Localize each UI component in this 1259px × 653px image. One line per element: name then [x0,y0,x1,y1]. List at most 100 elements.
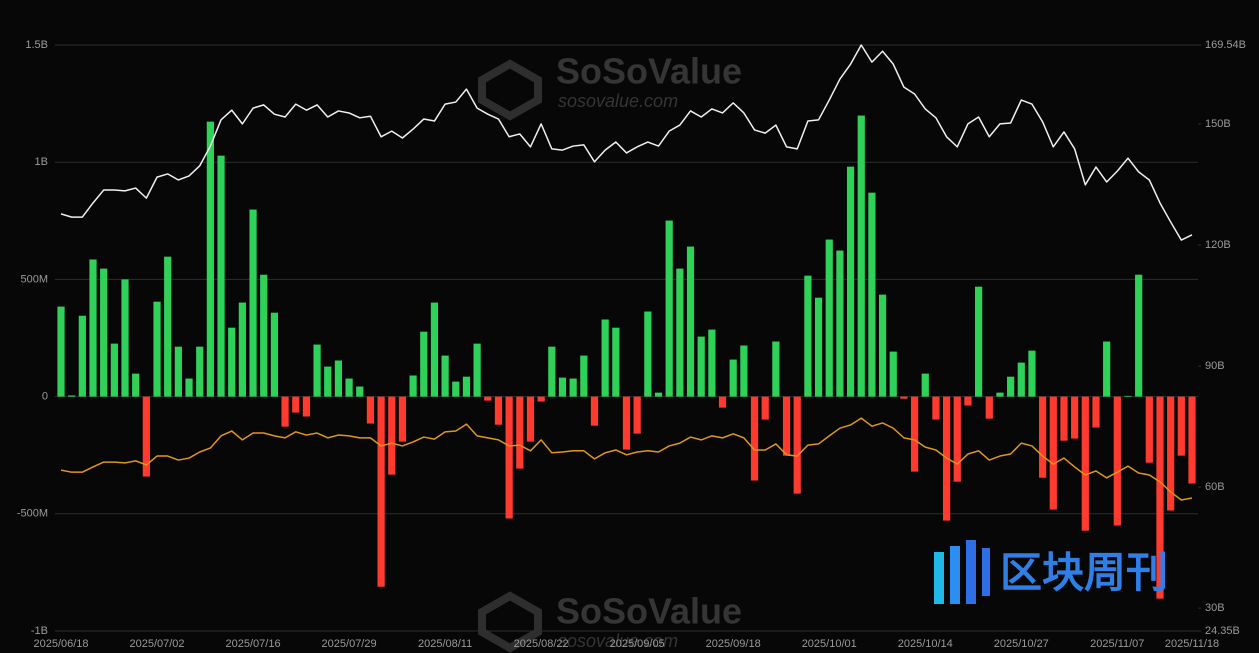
bar [889,351,897,397]
bar [910,396,919,472]
line [60,44,1193,241]
y-tick-label: 0 [42,391,48,403]
y-tick-label: 500M [20,273,48,285]
bar [1007,376,1015,397]
bar [526,396,535,442]
x-tick-label: 2025/11/07 [1090,638,1144,650]
x-tick-label: 2025/11/18 [1165,638,1219,650]
bar [782,396,791,456]
bar [975,286,983,397]
y2-tick-label: 60B [1205,481,1225,493]
bar [132,373,140,397]
x-tick-label: 2025/07/16 [226,638,281,650]
x-tick-label: 2025/09/18 [706,638,761,650]
logo-bar [982,548,990,596]
bar [249,209,257,397]
y2-tick-label: 90B [1205,360,1225,372]
plot: -1B -500M 0 500M 1B 1.5B 24.35B 30B 60B 90B 120B 15… [17,39,1246,650]
watermark-brand: SoSoValue [556,51,742,92]
bar [857,115,865,397]
bar [601,319,609,397]
bar [996,392,1004,397]
bar [868,192,876,397]
bar [772,341,780,397]
x-tick-label: 2025/06/18 [33,638,88,650]
watermark-site: sosovalue.com [558,91,678,111]
bar [260,274,268,397]
bar [441,355,449,397]
x-tick-label: 2025/08/22 [514,638,569,650]
y2-tick-label: 120B [1205,239,1231,251]
watermark-site: sosovalue.com [558,631,678,651]
bar [612,327,620,397]
bar [644,311,652,397]
logo: 区块周刊 [934,540,1168,604]
bar [921,373,929,397]
x-tick-label: 2025/10/27 [994,638,1049,650]
bar [78,315,86,397]
bar [473,343,481,397]
bar [292,396,300,413]
bar [345,378,353,397]
bar [516,396,524,469]
bar [1156,396,1164,599]
x-tick-label: 2025/10/01 [802,638,857,650]
bar [676,268,684,397]
watermark-top: SoSoValue sosovalue.com [478,51,742,121]
bar [793,396,801,494]
bar [654,392,663,397]
y-tick-label: 1.5B [25,39,48,51]
logo-bar [934,552,944,604]
bar [1081,396,1089,531]
bar [494,396,503,425]
bar [281,396,289,427]
bar [462,376,471,397]
bar [836,250,844,397]
bar [846,166,855,397]
bar [1092,396,1100,428]
bar [665,220,673,397]
bar [1028,350,1036,397]
bar [121,279,129,397]
bar [878,294,887,397]
bar [302,396,311,417]
bar [633,396,641,434]
x-tick-label: 2025/07/29 [322,638,377,650]
logo-text: 区块周刊 [1000,549,1168,596]
bar [729,359,737,397]
bar [228,327,236,397]
bar [900,396,908,399]
bar [804,275,812,397]
bar [548,346,556,397]
bar [1049,396,1057,510]
x-tick-label: 2025/10/14 [898,638,953,650]
bar [217,155,225,397]
bar [334,360,343,397]
bar [324,366,332,397]
bar [313,344,321,397]
bar [420,331,428,397]
bar [1039,396,1047,478]
bar [57,306,65,397]
bar [1177,396,1185,456]
bar [1113,396,1121,526]
x-tick-label: 2025/08/11 [418,638,472,650]
bar [388,396,396,475]
bar [761,396,769,420]
y2-tick-label: 169.54B [1205,39,1246,51]
bar [430,302,439,397]
bar [558,377,567,397]
bar [1135,274,1143,397]
bar [964,396,972,406]
logo-bar [950,546,960,604]
bar [366,396,375,424]
bar [452,381,460,397]
bar [697,336,705,397]
y2-tick-label: 24.35B [1205,625,1240,637]
bar [89,259,97,397]
bar [100,268,108,397]
bar [932,396,940,420]
bar [814,297,823,397]
bar [206,121,214,397]
